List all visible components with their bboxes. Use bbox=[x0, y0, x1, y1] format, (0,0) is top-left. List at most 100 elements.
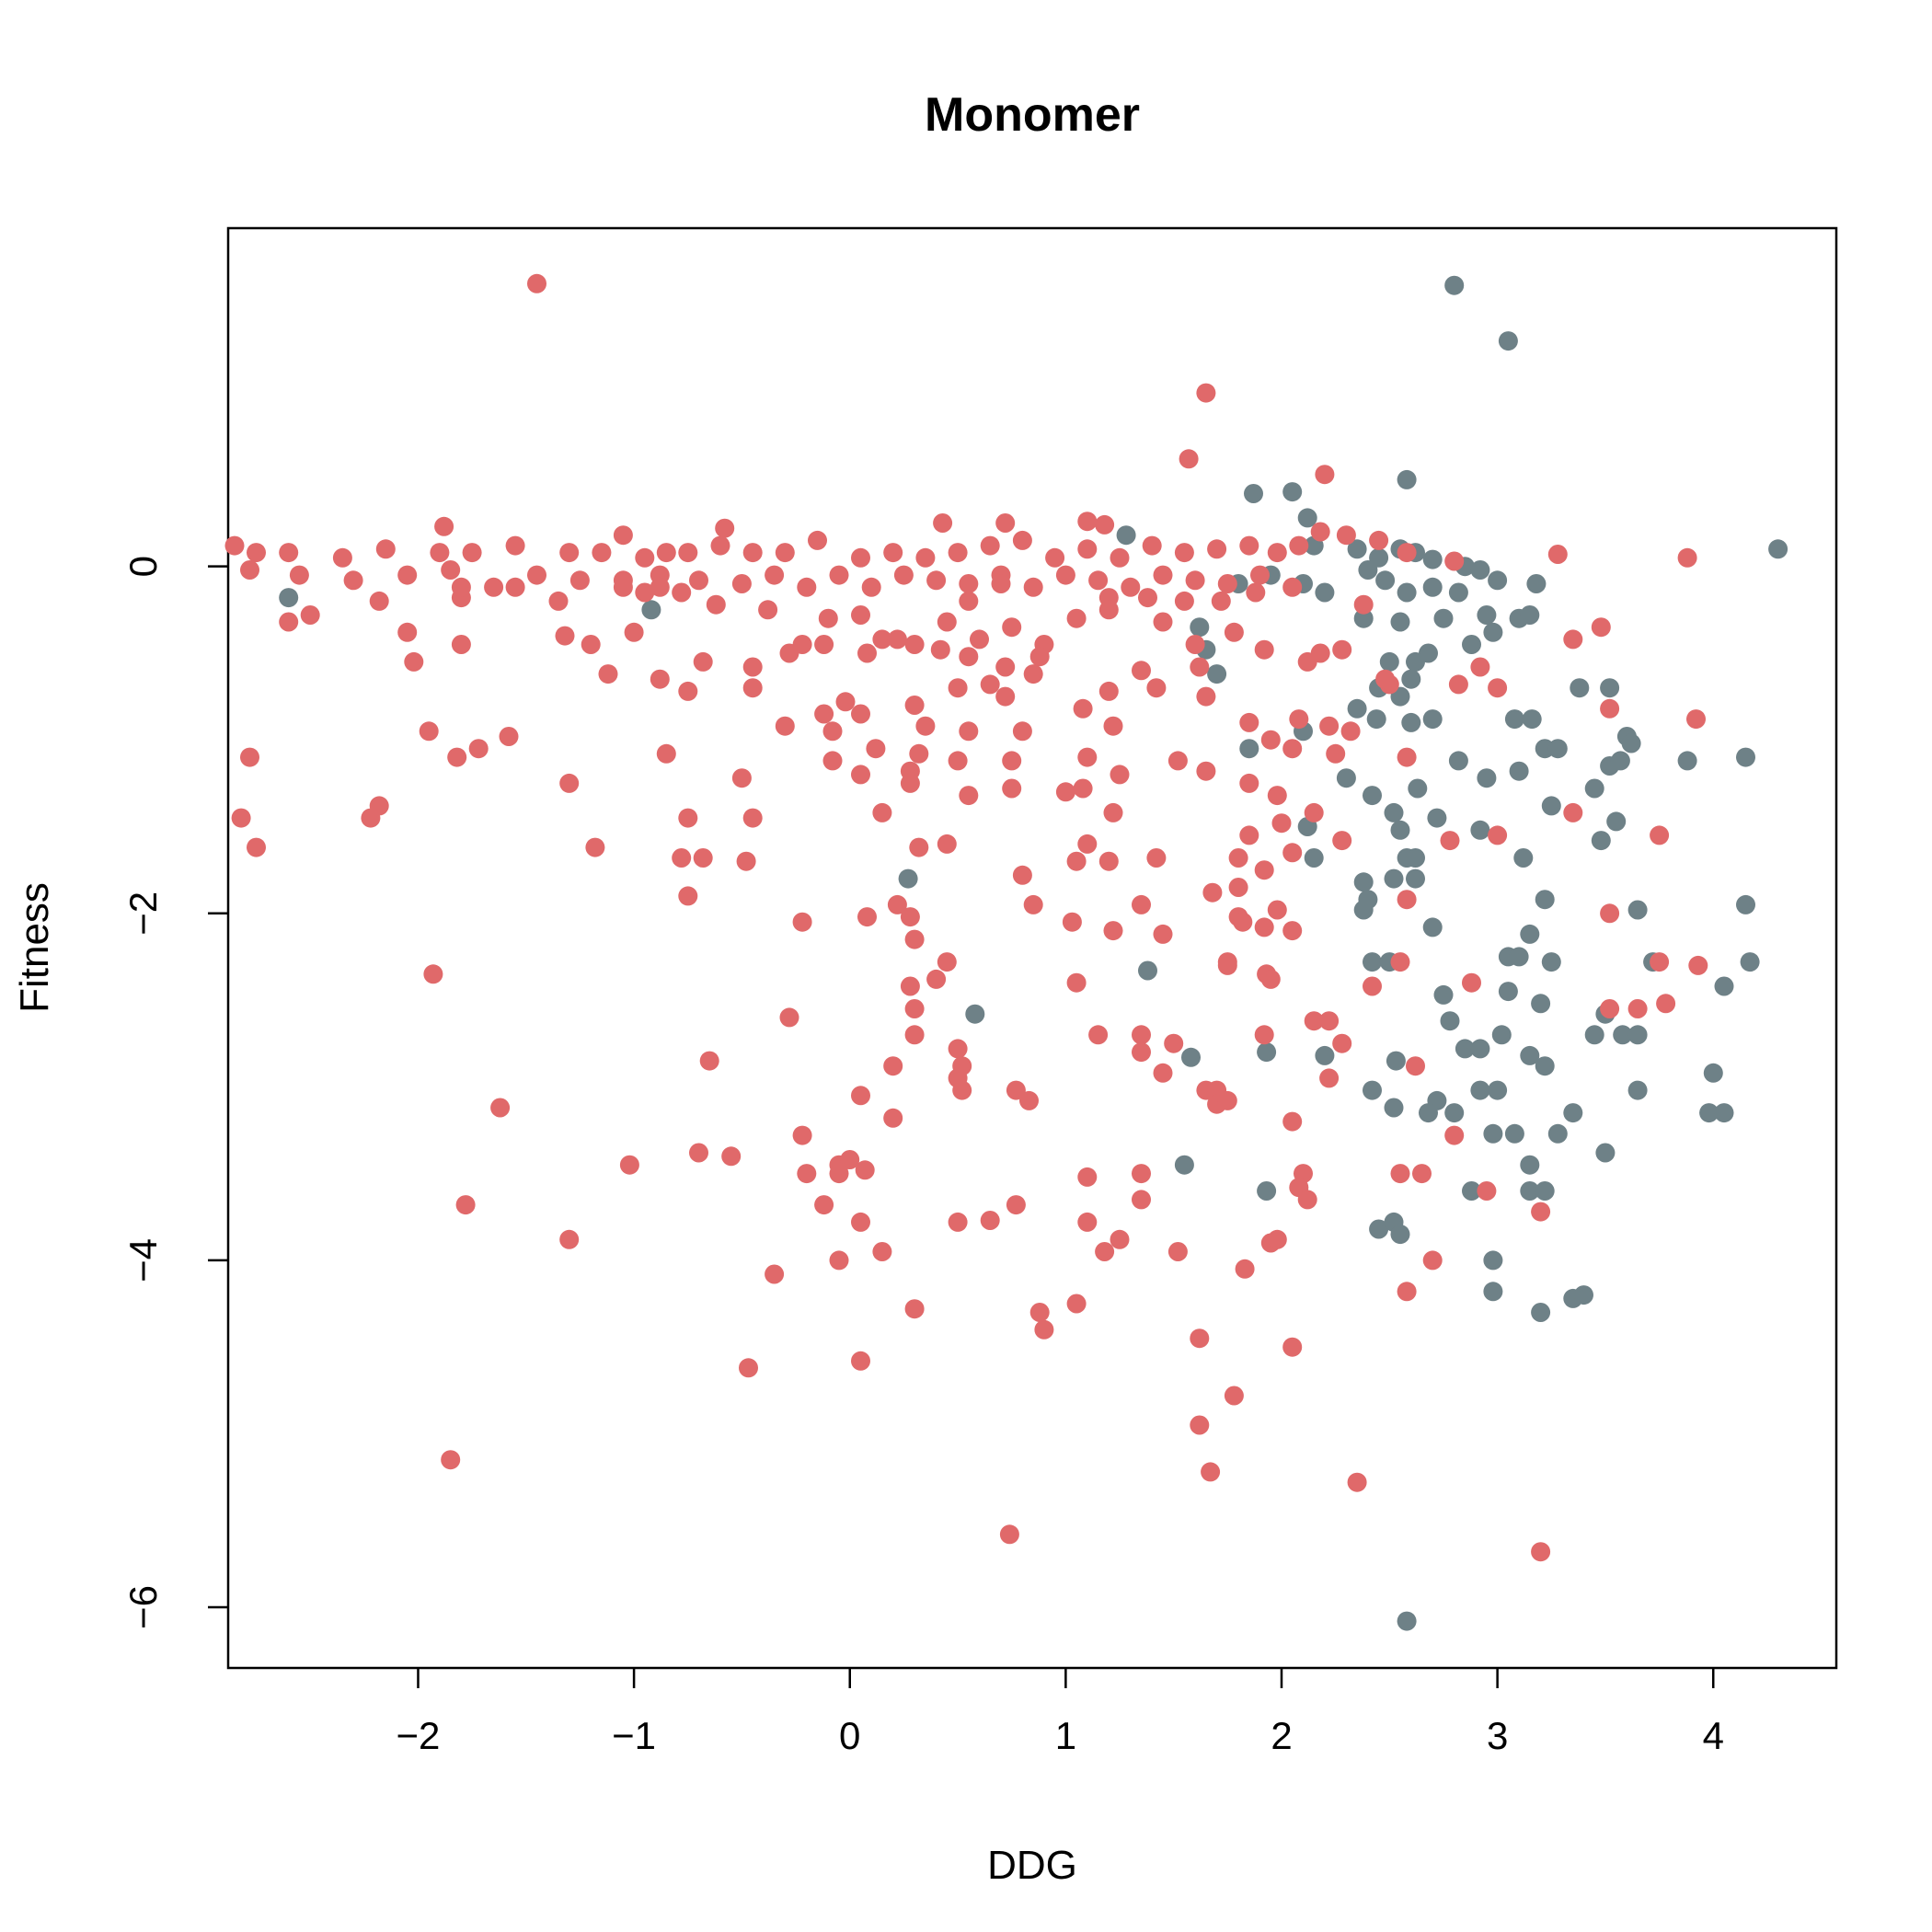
red-point bbox=[559, 773, 580, 793]
grey-point bbox=[1363, 786, 1382, 806]
red-point bbox=[441, 1450, 461, 1470]
red-point bbox=[1023, 664, 1043, 684]
red-point bbox=[1217, 1090, 1237, 1110]
red-point bbox=[779, 1007, 799, 1028]
red-point bbox=[900, 773, 920, 793]
red-point bbox=[1055, 565, 1075, 585]
red-point bbox=[1267, 786, 1287, 806]
red-point bbox=[1319, 716, 1340, 736]
grey-point bbox=[1491, 1025, 1512, 1045]
red-point bbox=[866, 739, 886, 759]
red-point bbox=[505, 535, 525, 556]
red-point bbox=[1002, 617, 1022, 638]
red-point bbox=[678, 886, 698, 906]
red-point bbox=[1132, 661, 1151, 681]
grey-point bbox=[1470, 560, 1490, 580]
red-point bbox=[1023, 894, 1043, 914]
red-point bbox=[1132, 1025, 1151, 1045]
grey-point bbox=[1531, 1303, 1551, 1322]
red-point bbox=[1098, 851, 1119, 871]
red-point bbox=[736, 851, 756, 871]
red-point bbox=[1066, 851, 1087, 871]
red-point bbox=[948, 543, 968, 563]
grey-point bbox=[1520, 1181, 1540, 1201]
red-point bbox=[1110, 1229, 1130, 1249]
x-tick-label: −2 bbox=[397, 1714, 441, 1757]
grey-point bbox=[1613, 1025, 1633, 1045]
red-point bbox=[1077, 834, 1098, 854]
red-point bbox=[1132, 1042, 1151, 1063]
red-point bbox=[1254, 1025, 1274, 1045]
red-point bbox=[468, 739, 489, 759]
red-point bbox=[419, 721, 439, 742]
grey-point bbox=[1366, 709, 1386, 730]
red-point bbox=[1012, 721, 1032, 742]
grey-point bbox=[1488, 570, 1508, 591]
red-point bbox=[835, 692, 856, 712]
red-point bbox=[1239, 825, 1259, 845]
grey-point bbox=[1462, 1181, 1481, 1201]
grey-point bbox=[1190, 617, 1210, 638]
red-point bbox=[851, 1086, 870, 1106]
red-point bbox=[758, 600, 778, 620]
grey-point bbox=[1504, 1123, 1524, 1144]
grey-point bbox=[1520, 1045, 1540, 1065]
red-point bbox=[1095, 1242, 1115, 1261]
red-point bbox=[397, 622, 418, 642]
grey-point bbox=[1584, 1025, 1604, 1045]
grey-point bbox=[1440, 1011, 1460, 1031]
grey-point bbox=[1433, 608, 1454, 628]
red-point bbox=[995, 513, 1016, 533]
red-point bbox=[678, 808, 698, 828]
grey-point bbox=[1483, 1282, 1503, 1302]
red-point bbox=[731, 768, 752, 788]
red-point bbox=[1304, 802, 1324, 822]
red-point bbox=[1019, 1090, 1039, 1110]
red-point bbox=[598, 664, 618, 684]
grey-point bbox=[641, 600, 661, 620]
grey-point bbox=[1483, 622, 1503, 642]
grey-point bbox=[1535, 890, 1555, 910]
red-point bbox=[569, 570, 590, 591]
grey-point bbox=[1384, 868, 1404, 889]
red-point bbox=[959, 574, 979, 593]
red-point bbox=[1260, 969, 1281, 989]
y-tick-label: 0 bbox=[121, 556, 165, 577]
grey-point bbox=[1408, 778, 1428, 799]
red-point bbox=[1282, 921, 1303, 941]
red-point bbox=[1073, 778, 1093, 799]
red-point bbox=[883, 1108, 903, 1128]
grey-point bbox=[1498, 982, 1518, 1002]
red-point bbox=[1023, 577, 1043, 597]
red-point bbox=[1591, 617, 1611, 638]
red-point bbox=[1600, 903, 1620, 924]
red-point bbox=[1297, 1190, 1317, 1210]
grey-point bbox=[1621, 733, 1641, 753]
red-point bbox=[851, 605, 870, 625]
y-tick-label: −6 bbox=[121, 1585, 165, 1629]
grey-point bbox=[1563, 1103, 1583, 1123]
red-point bbox=[1448, 674, 1468, 695]
red-point bbox=[797, 1164, 817, 1184]
x-axis-label: DDG bbox=[987, 1843, 1077, 1888]
grey-point bbox=[1483, 1250, 1503, 1271]
red-point bbox=[300, 605, 320, 625]
y-tick-label: −2 bbox=[121, 891, 165, 936]
red-point bbox=[829, 565, 849, 585]
grey-point bbox=[1384, 802, 1404, 822]
red-point bbox=[693, 848, 713, 868]
red-point bbox=[1110, 765, 1130, 785]
red-point bbox=[1563, 629, 1583, 650]
red-point bbox=[332, 547, 352, 568]
red-point bbox=[1029, 647, 1050, 667]
grey-point bbox=[1353, 872, 1374, 892]
grey-point bbox=[1740, 952, 1760, 972]
grey-point bbox=[1547, 1123, 1568, 1144]
red-point bbox=[883, 543, 903, 563]
red-point bbox=[980, 674, 1000, 695]
red-point bbox=[710, 535, 730, 556]
red-point bbox=[1174, 591, 1194, 611]
red-point bbox=[672, 848, 692, 868]
red-point bbox=[1477, 1181, 1497, 1201]
